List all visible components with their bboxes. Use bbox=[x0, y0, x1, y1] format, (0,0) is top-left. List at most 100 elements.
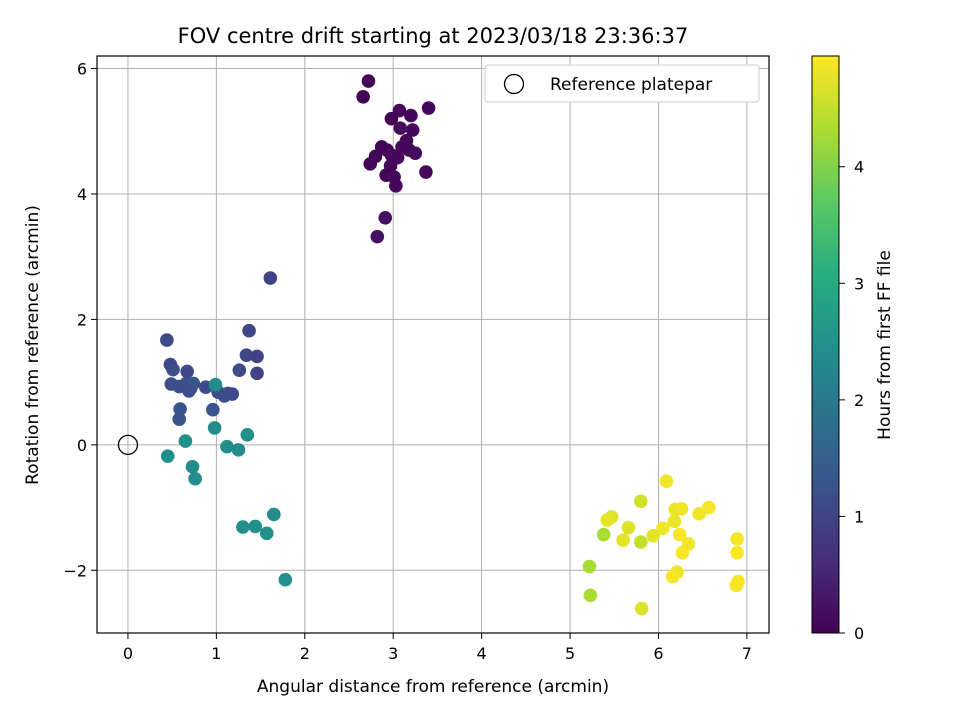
data-point bbox=[160, 333, 174, 347]
legend-box bbox=[484, 64, 760, 103]
data-point bbox=[208, 377, 223, 392]
data-point bbox=[173, 402, 187, 416]
data-point bbox=[616, 533, 630, 547]
data-point bbox=[408, 146, 423, 161]
data-point bbox=[419, 165, 433, 179]
x-tick-label: 2 bbox=[300, 644, 310, 663]
data-point bbox=[665, 569, 680, 584]
data-point bbox=[248, 519, 263, 534]
data-point bbox=[236, 520, 250, 534]
colorbar-tick-label: 4 bbox=[854, 158, 864, 177]
x-tick-label: 1 bbox=[211, 644, 221, 663]
data-point bbox=[239, 348, 254, 362]
colorbar-ticks: 0 1 2 3 4 bbox=[839, 158, 864, 643]
data-point bbox=[730, 532, 744, 546]
data-point bbox=[646, 528, 660, 543]
colorbar-gradient bbox=[811, 55, 840, 634]
data-point bbox=[259, 526, 274, 541]
data-point bbox=[188, 471, 202, 486]
data-point bbox=[361, 74, 376, 88]
colorbar: 0 1 2 3 4 Hours from first FF file bbox=[811, 55, 895, 643]
data-point bbox=[217, 389, 232, 403]
y-tick-label: 4 bbox=[77, 185, 87, 204]
data-point bbox=[378, 211, 393, 225]
data-point bbox=[596, 527, 611, 542]
data-point bbox=[220, 439, 234, 454]
y-tick-label: 0 bbox=[77, 436, 87, 455]
data-point bbox=[583, 588, 598, 603]
x-tick-label: 4 bbox=[477, 644, 487, 663]
data-point bbox=[160, 449, 175, 463]
data-point bbox=[656, 521, 670, 536]
x-axis-label: Angular distance from reference (arcmin) bbox=[257, 677, 609, 697]
y-tick-label: 6 bbox=[77, 60, 87, 79]
data-point bbox=[672, 527, 687, 542]
data-point bbox=[692, 507, 706, 521]
data-point bbox=[180, 364, 194, 379]
data-point bbox=[674, 502, 689, 516]
data-point bbox=[232, 363, 247, 378]
data-point bbox=[634, 601, 649, 616]
data-point bbox=[675, 545, 690, 560]
data-point bbox=[242, 323, 256, 338]
data-point bbox=[166, 362, 180, 377]
plot-area-frame bbox=[96, 55, 770, 634]
data-point bbox=[207, 421, 222, 435]
x-tick-label: 3 bbox=[388, 644, 398, 663]
data-point bbox=[363, 157, 378, 171]
y-tick-label: −2 bbox=[63, 561, 87, 580]
data-point bbox=[667, 514, 682, 529]
data-point bbox=[185, 459, 200, 474]
colorbar-label: Hours from first FF file bbox=[875, 250, 895, 440]
data-point bbox=[370, 229, 385, 244]
data-point bbox=[633, 494, 648, 509]
data-point bbox=[405, 123, 420, 137]
reference-marker-layer bbox=[117, 434, 139, 455]
data-point bbox=[404, 108, 418, 123]
data-point bbox=[250, 366, 264, 381]
grid-lines bbox=[97, 56, 769, 633]
colorbar-tick-label: 0 bbox=[854, 624, 864, 643]
colorbar-tick-label: 1 bbox=[854, 507, 864, 526]
data-point bbox=[231, 443, 246, 457]
y-tick-label: 2 bbox=[77, 310, 87, 329]
data-point bbox=[172, 412, 187, 426]
x-tick-label: 6 bbox=[653, 644, 663, 663]
data-point bbox=[393, 121, 408, 135]
legend: Reference platepar bbox=[484, 64, 760, 103]
data-point bbox=[278, 572, 293, 587]
legend-reference-marker bbox=[503, 73, 525, 95]
data-point bbox=[178, 434, 193, 448]
data-point bbox=[730, 545, 744, 560]
data-point bbox=[659, 474, 674, 489]
data-point bbox=[267, 507, 281, 522]
data-point bbox=[384, 111, 399, 126]
data-point bbox=[356, 89, 370, 104]
legend-entry-reference: Reference platepar bbox=[550, 75, 712, 95]
data-point bbox=[621, 520, 636, 535]
data-point bbox=[633, 535, 648, 549]
data-point bbox=[389, 179, 403, 193]
x-axis-ticks: 0 1 2 3 4 5 6 7 bbox=[123, 633, 752, 663]
x-tick-label: 5 bbox=[565, 644, 575, 663]
scatter-points bbox=[160, 74, 745, 616]
data-point bbox=[240, 428, 255, 442]
chart-title: FOV centre drift starting at 2023/03/18 … bbox=[178, 24, 689, 48]
data-point bbox=[729, 578, 744, 593]
reference-platepar-marker bbox=[117, 434, 139, 455]
x-tick-label: 7 bbox=[742, 644, 752, 663]
y-axis-label: Rotation from reference (arcmin) bbox=[23, 205, 43, 485]
data-point bbox=[263, 271, 278, 285]
data-point bbox=[582, 559, 597, 574]
x-tick-label: 0 bbox=[123, 644, 133, 663]
data-point bbox=[206, 402, 220, 417]
colorbar-tick-label: 3 bbox=[854, 274, 864, 293]
colorbar-tick-label: 2 bbox=[854, 391, 864, 410]
data-point bbox=[182, 384, 196, 398]
data-point bbox=[421, 101, 436, 115]
data-point bbox=[250, 349, 264, 364]
data-point bbox=[702, 500, 716, 515]
y-axis-ticks: −2 0 2 4 6 bbox=[63, 60, 97, 580]
data-point bbox=[600, 513, 614, 527]
